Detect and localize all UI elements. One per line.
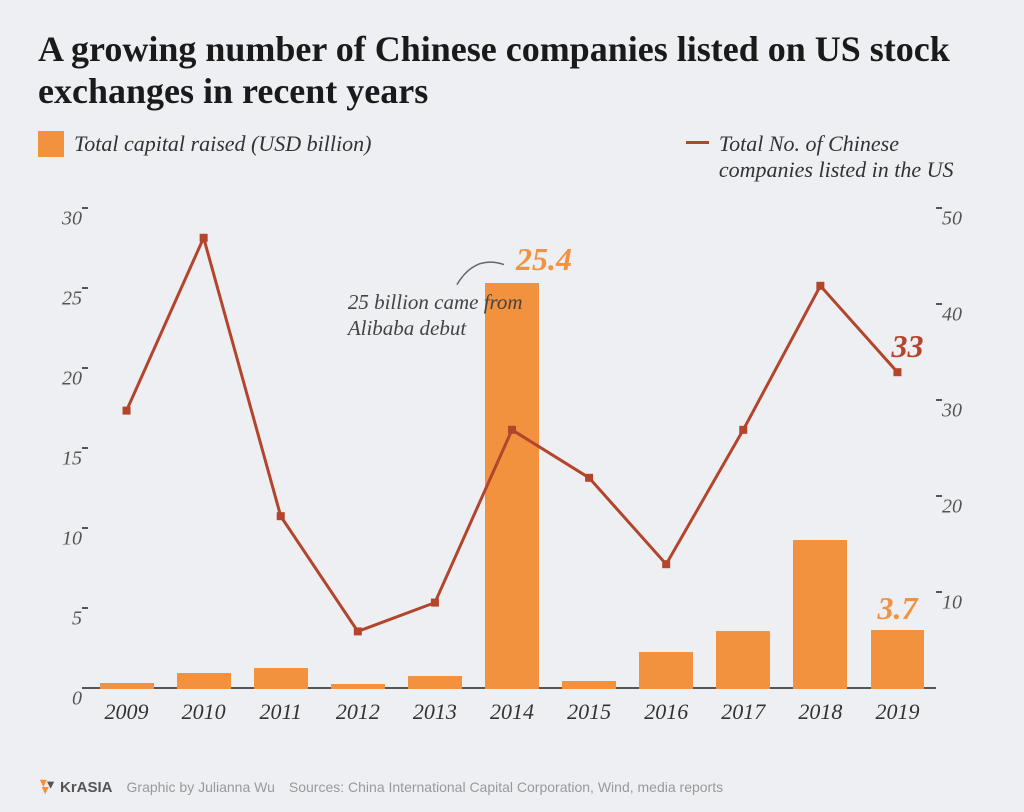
y-left-tick: 20	[46, 367, 82, 390]
x-tick: 2012	[319, 699, 396, 729]
y-left-tick: 5	[46, 607, 82, 630]
callout-leader-line	[88, 209, 936, 689]
y-left-tick: 25	[46, 287, 82, 310]
y-left-tick: 10	[46, 527, 82, 550]
x-tick: 2016	[628, 699, 705, 729]
y-left-tick: 15	[46, 447, 82, 470]
legend-bar: Total capital raised (USD billion)	[38, 131, 371, 157]
logo: KrASIA	[38, 778, 113, 796]
y-right-tick: 50	[942, 207, 978, 230]
line-swatch-icon	[686, 141, 709, 144]
y-right-tick: 30	[942, 399, 978, 422]
footer: KrASIA Graphic by Julianna Wu Sources: C…	[38, 778, 723, 796]
y-left-tick: 0	[46, 687, 82, 710]
chart-area: 25.4 3.7 33 25 billion came from Alibaba…	[38, 189, 986, 749]
x-tick: 2011	[242, 699, 319, 729]
x-tick: 2015	[551, 699, 628, 729]
logo-text: KrASIA	[60, 779, 113, 796]
plot-region: 25.4 3.7 33 25 billion came from Alibaba…	[88, 209, 936, 689]
x-tick: 2009	[88, 699, 165, 729]
legend-line-label: Total No. of Chinese companies listed in…	[719, 131, 986, 183]
x-tick: 2019	[859, 699, 936, 729]
x-tick: 2017	[705, 699, 782, 729]
x-tick: 2018	[782, 699, 859, 729]
legend: Total capital raised (USD billion) Total…	[38, 131, 986, 183]
chart-title: A growing number of Chinese companies li…	[38, 28, 986, 113]
x-tick: 2010	[165, 699, 242, 729]
y-right-tick: 10	[942, 591, 978, 614]
bar-swatch-icon	[38, 131, 64, 157]
y-right-tick: 20	[942, 495, 978, 518]
footer-credit: Graphic by Julianna Wu	[127, 779, 275, 795]
legend-bar-label: Total capital raised (USD billion)	[74, 131, 371, 157]
y-left-tick: 30	[46, 207, 82, 230]
x-axis-labels: 2009201020112012201320142015201620172018…	[88, 699, 936, 729]
x-tick: 2013	[396, 699, 473, 729]
legend-line: Total No. of Chinese companies listed in…	[686, 131, 986, 183]
logo-icon	[38, 778, 56, 796]
footer-sources: Sources: China International Capital Cor…	[289, 779, 723, 795]
y-right-tick: 40	[942, 303, 978, 326]
x-tick: 2014	[473, 699, 550, 729]
